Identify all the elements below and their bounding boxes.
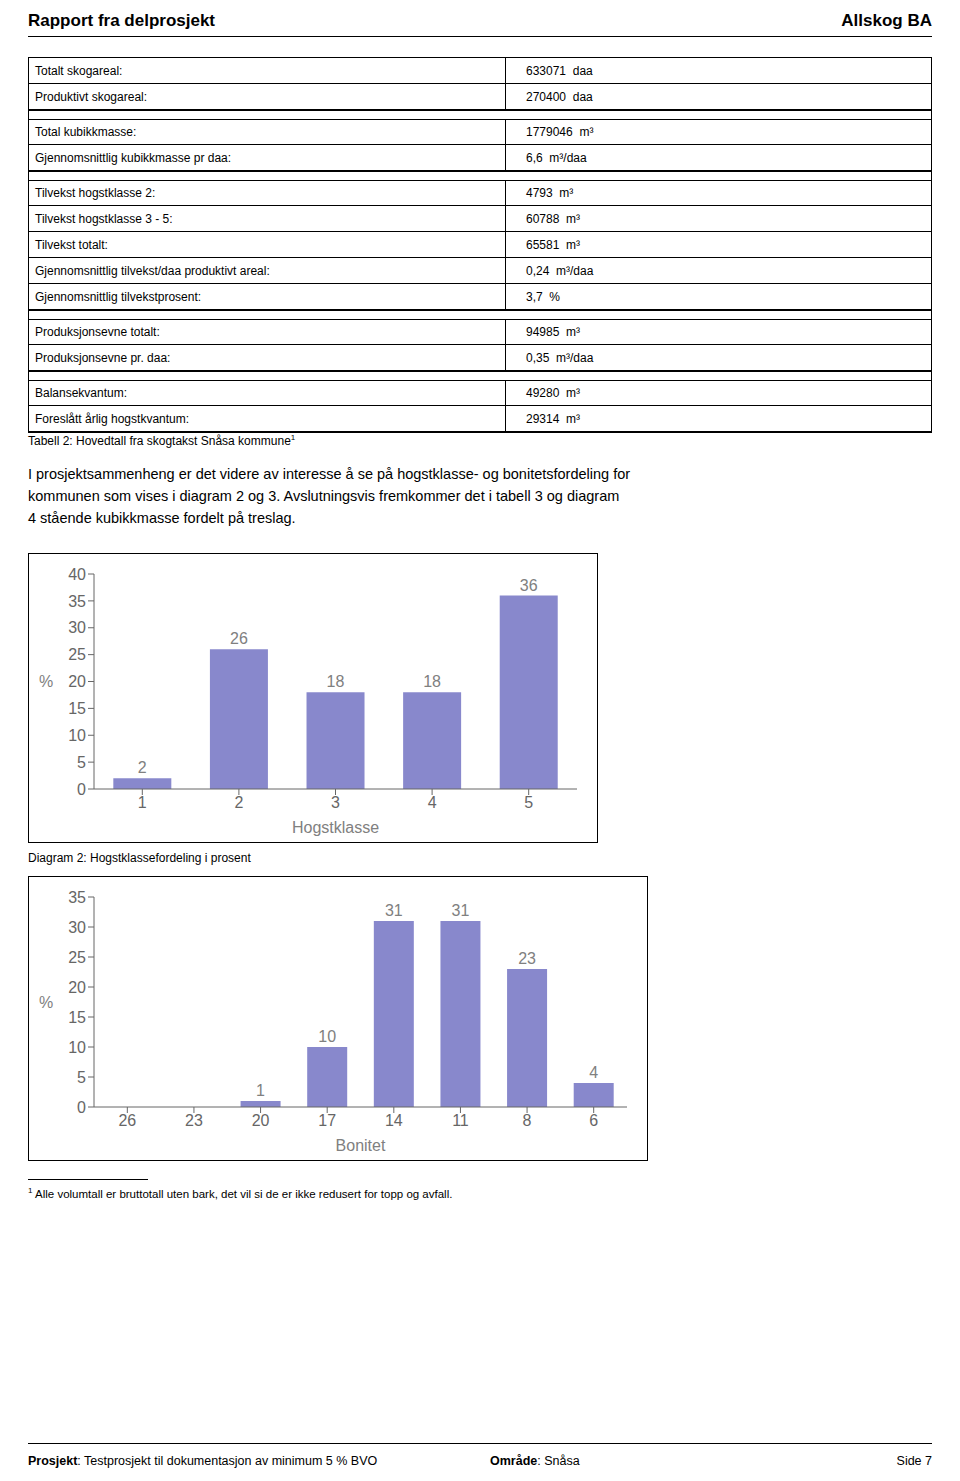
html-text:kommunen som vises i diagram 2: kommunen som vises i diagram 2 og 3. Avs… xyxy=(28,488,620,504)
svg-text:40: 40 xyxy=(68,566,86,583)
svg-text:1: 1 xyxy=(138,794,147,811)
html-text:Produktivt skogareal:: Produktivt skogareal: xyxy=(35,89,148,104)
html-text:Diagram 2: Hogstklassefordelin: Diagram 2: Hogstklassefordeling i prosen… xyxy=(28,851,251,865)
html-text:Foreslått årlig hogstkvantum:: Foreslått årlig hogstkvantum: xyxy=(35,411,190,426)
svg-text:6: 6 xyxy=(589,1112,598,1129)
html-text:Balansekvantum:: Balansekvantum: xyxy=(35,386,128,400)
html-text:3,7 %: 3,7 % xyxy=(526,289,560,304)
html-text:0,24 m³/daa: 0,24 m³/daa xyxy=(526,263,594,278)
svg-text:15: 15 xyxy=(68,1009,86,1026)
html-text:Tilvekst totalt:: Tilvekst totalt: xyxy=(35,237,108,252)
svg-text:2: 2 xyxy=(138,759,147,776)
html-text:Tabell 2: Hovedtall fra skogta: Tabell 2: Hovedtall fra skogtakst Snåsa … xyxy=(28,433,296,448)
svg-text:20: 20 xyxy=(252,1112,270,1129)
html-text:Område: Snåsa: Område: Snåsa xyxy=(490,1454,580,1468)
svg-text:0: 0 xyxy=(77,781,86,798)
html-text:Gjennomsnittlig kubikkmasse pr: Gjennomsnittlig kubikkmasse pr daa: xyxy=(35,150,232,165)
svg-text:25: 25 xyxy=(68,646,86,663)
html-text:Gjennomsnittlig tilvekst/daa p: Gjennomsnittlig tilvekst/daa produktivt … xyxy=(35,263,270,278)
html-text:Produksjonsevne pr. daa:: Produksjonsevne pr. daa: xyxy=(35,350,171,365)
svg-text:4: 4 xyxy=(428,794,437,811)
svg-text:11: 11 xyxy=(452,1112,469,1129)
svg-text:26: 26 xyxy=(230,630,248,647)
svg-text:26: 26 xyxy=(118,1112,136,1129)
svg-text:31: 31 xyxy=(452,902,470,919)
svg-text:14: 14 xyxy=(385,1112,403,1129)
svg-text:15: 15 xyxy=(68,700,86,717)
html-text:0,35 m³/daa: 0,35 m³/daa xyxy=(526,350,594,365)
svg-text:0: 0 xyxy=(77,1099,86,1116)
html-text:Prosjekt: Testprosjekt til dok: Prosjekt: Testprosjekt til dokumentasjon… xyxy=(28,1454,378,1468)
svg-text:35: 35 xyxy=(68,593,86,610)
html-text:4793 m³: 4793 m³ xyxy=(526,186,574,200)
svg-text:23: 23 xyxy=(518,950,536,967)
svg-text:%: % xyxy=(39,673,53,690)
svg-text:31: 31 xyxy=(385,902,403,919)
svg-text:Hogstklasse: Hogstklasse xyxy=(292,819,379,836)
svg-text:8: 8 xyxy=(523,1112,532,1129)
svg-text:4: 4 xyxy=(589,1064,598,1081)
svg-text:10: 10 xyxy=(318,1028,336,1045)
svg-text:Bonitet: Bonitet xyxy=(336,1137,386,1154)
svg-text:5: 5 xyxy=(524,794,533,811)
html-text:49280 m³: 49280 m³ xyxy=(526,386,580,400)
svg-text:1: 1 xyxy=(256,1082,265,1099)
html-text:270400 daa: 270400 daa xyxy=(526,89,593,104)
svg-text:18: 18 xyxy=(423,673,441,690)
svg-text:18: 18 xyxy=(327,673,345,690)
svg-text:30: 30 xyxy=(68,919,86,936)
html-text:1779046 m³: 1779046 m³ xyxy=(526,125,594,139)
html-text:Total kubikkmasse:: Total kubikkmasse: xyxy=(35,125,137,139)
html-text:Produksjonsevne totalt:: Produksjonsevne totalt: xyxy=(35,325,160,339)
html-text:Gjennomsnittlig tilvekstprosen: Gjennomsnittlig tilvekstprosent: xyxy=(35,289,202,304)
html-text:29314 m³: 29314 m³ xyxy=(526,411,580,426)
svg-text:36: 36 xyxy=(520,577,538,594)
svg-text:10: 10 xyxy=(68,727,86,744)
html-text:65581 m³: 65581 m³ xyxy=(526,237,580,252)
svg-text:%: % xyxy=(39,994,53,1011)
html-text:I prosjektsammenheng er det vi: I prosjektsammenheng er det videre av in… xyxy=(28,466,631,482)
html-text:94985 m³: 94985 m³ xyxy=(526,325,580,339)
svg-text:17: 17 xyxy=(318,1112,336,1129)
svg-text:2: 2 xyxy=(234,794,243,811)
svg-text:35: 35 xyxy=(68,889,86,906)
html-text:633071 daa: 633071 daa xyxy=(526,63,593,78)
html-text:Totalt skogareal:: Totalt skogareal: xyxy=(35,63,123,78)
html-text:Tilvekst hogstklasse 2:: Tilvekst hogstklasse 2: xyxy=(35,186,156,200)
html-text:Rapport fra delprosjekt: Rapport fra delprosjekt xyxy=(28,11,215,30)
svg-text:3: 3 xyxy=(331,794,340,811)
svg-text:30: 30 xyxy=(68,619,86,636)
svg-text:5: 5 xyxy=(77,754,86,771)
html-text:1 Alle volumtall er bruttotall: 1 Alle volumtall er bruttotall uten bark… xyxy=(28,1186,453,1200)
html-text:Allskog BA: Allskog BA xyxy=(841,11,932,30)
svg-text:10: 10 xyxy=(68,1039,86,1056)
html-text:6,6 m³/daa: 6,6 m³/daa xyxy=(526,150,587,165)
html-text:4 stående kubikkmasse fordelt: 4 stående kubikkmasse fordelt på treslag… xyxy=(28,510,296,526)
html-text:Tilvekst hogstklasse 3 - 5:: Tilvekst hogstklasse 3 - 5: xyxy=(35,211,173,226)
svg-text:20: 20 xyxy=(68,673,86,690)
svg-text:5: 5 xyxy=(77,1069,86,1086)
svg-text:25: 25 xyxy=(68,949,86,966)
html-text:Side 7: Side 7 xyxy=(896,1454,932,1468)
html-text:60788 m³: 60788 m³ xyxy=(526,211,580,226)
svg-text:20: 20 xyxy=(68,979,86,996)
svg-text:23: 23 xyxy=(185,1112,203,1129)
